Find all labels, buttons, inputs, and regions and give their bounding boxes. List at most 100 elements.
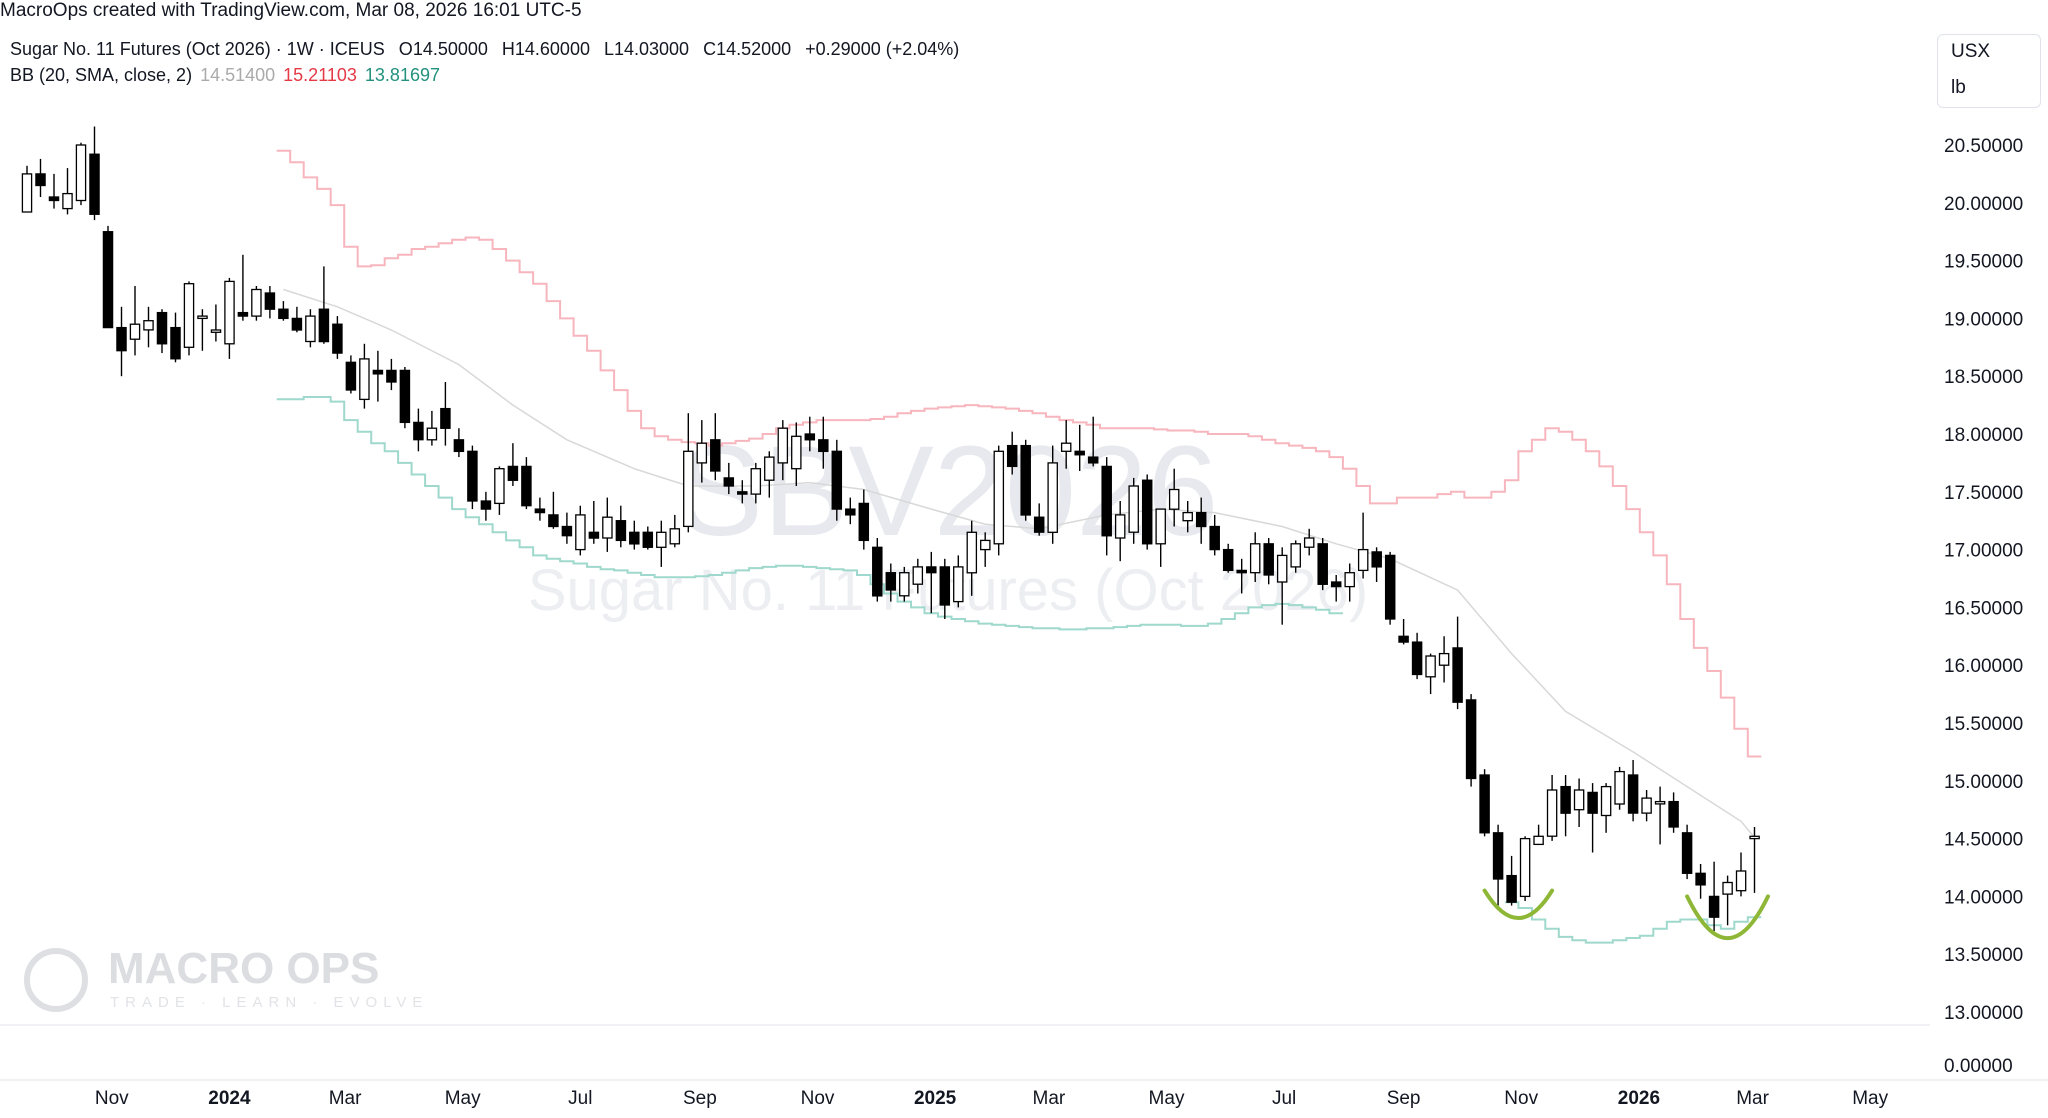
candle xyxy=(1155,508,1166,567)
candle-body-down xyxy=(386,369,397,383)
candle xyxy=(980,532,991,567)
candle xyxy=(116,306,127,377)
candle xyxy=(939,558,951,619)
x-axis[interactable]: Nov 2024 Mar May Jul Sep Nov 2025 Mar May Jul Sep No… xyxy=(95,1088,1889,1109)
candle-body-down xyxy=(1020,444,1031,516)
candle xyxy=(912,558,924,594)
candle xyxy=(858,489,870,550)
candle-body-up xyxy=(224,280,235,345)
candle xyxy=(804,416,816,452)
candle xyxy=(1749,827,1760,893)
change-value: +0.29000 (+2.04%) xyxy=(805,39,960,59)
candle xyxy=(197,309,208,351)
candle-body-down xyxy=(318,308,330,343)
candle xyxy=(1479,769,1490,837)
candle-body-down xyxy=(48,196,60,202)
candle xyxy=(602,497,613,552)
candle-body-up xyxy=(1438,652,1450,666)
candle-body-up xyxy=(129,323,141,340)
candle-body-down xyxy=(818,439,829,453)
candle xyxy=(345,355,357,394)
bb-lower-line xyxy=(276,396,1343,631)
candle-body-up xyxy=(791,435,802,470)
x-tick-label: Mar xyxy=(1736,1088,1769,1109)
candle xyxy=(1425,653,1436,695)
candle xyxy=(1020,439,1031,521)
candle xyxy=(21,165,33,213)
candle-body-down xyxy=(1398,635,1409,643)
candle xyxy=(831,439,843,521)
candle xyxy=(1209,514,1220,556)
candle xyxy=(1519,836,1531,901)
candle xyxy=(1114,501,1126,562)
candle-body-down xyxy=(345,361,357,391)
candle-body-down xyxy=(1195,511,1207,528)
candle xyxy=(656,520,667,567)
candle-body-up xyxy=(750,468,762,495)
candle-body-up xyxy=(305,315,316,343)
x-tick-label: Jul xyxy=(1272,1088,1296,1109)
candle-body-up xyxy=(494,468,505,505)
candle xyxy=(1398,619,1409,645)
candle-body-down xyxy=(467,450,478,502)
candle xyxy=(845,497,856,525)
y-tick-label: 17.00000 xyxy=(1944,541,2023,562)
candle-body-down xyxy=(453,439,465,453)
candle xyxy=(399,367,411,429)
candle xyxy=(1290,540,1301,573)
candle xyxy=(102,225,114,329)
candle xyxy=(683,413,694,533)
x-tick-label: Nov xyxy=(95,1088,129,1109)
candle-body-up xyxy=(1155,508,1166,545)
candle-body-up xyxy=(683,450,694,528)
y-axis[interactable]: 20.50000 20.00000 19.50000 19.00000 18.50000… xyxy=(1944,136,2023,1077)
candle-body-down xyxy=(89,153,100,215)
candle-body-down xyxy=(1263,543,1274,576)
candle xyxy=(899,566,910,602)
candle xyxy=(1708,861,1720,932)
y-tick-label: 17.50000 xyxy=(1944,483,2023,504)
candle-body-down xyxy=(35,173,46,187)
x-tick-label: Mar xyxy=(329,1088,362,1109)
candle xyxy=(426,410,438,446)
candle xyxy=(1141,474,1153,550)
candle xyxy=(737,480,748,504)
candle xyxy=(1668,792,1679,833)
candle-body-up xyxy=(1614,770,1625,805)
candle xyxy=(1249,532,1261,582)
candle xyxy=(480,491,492,521)
candle xyxy=(1128,477,1139,544)
candle xyxy=(170,312,181,363)
candle xyxy=(1033,503,1045,536)
candle-body-down xyxy=(1074,450,1085,456)
candle xyxy=(966,520,978,596)
candle-body-down xyxy=(534,508,546,514)
candle-body-down xyxy=(116,326,127,352)
unit-selector[interactable]: USX lb xyxy=(1937,34,2041,108)
candle-body-down xyxy=(1371,551,1382,568)
close-label: C xyxy=(703,39,717,59)
candle-body-up xyxy=(953,566,964,603)
candle xyxy=(588,501,600,544)
logo-ring-icon xyxy=(24,948,88,1012)
candle xyxy=(764,451,775,498)
open-label: O xyxy=(398,39,413,59)
candle xyxy=(561,512,573,544)
candle-body-down xyxy=(102,231,114,329)
candle-body-down xyxy=(440,407,451,429)
candle xyxy=(615,505,627,548)
candle xyxy=(575,505,586,556)
candle xyxy=(75,142,87,206)
candle-body-down xyxy=(1006,444,1018,468)
candle-body-up xyxy=(1128,485,1139,533)
candle-body-down xyxy=(278,308,289,320)
candle xyxy=(1317,538,1328,591)
x-tick-label: May xyxy=(1149,1088,1185,1109)
candle-body-down xyxy=(507,465,519,481)
x-tick-label: Nov xyxy=(1504,1088,1538,1109)
candle-body-up xyxy=(966,531,978,574)
logo-tagline: TRADE · LEARN · EVOLVE xyxy=(110,994,428,1011)
candle-body-down xyxy=(737,491,748,495)
candle-body-down xyxy=(1465,699,1477,780)
